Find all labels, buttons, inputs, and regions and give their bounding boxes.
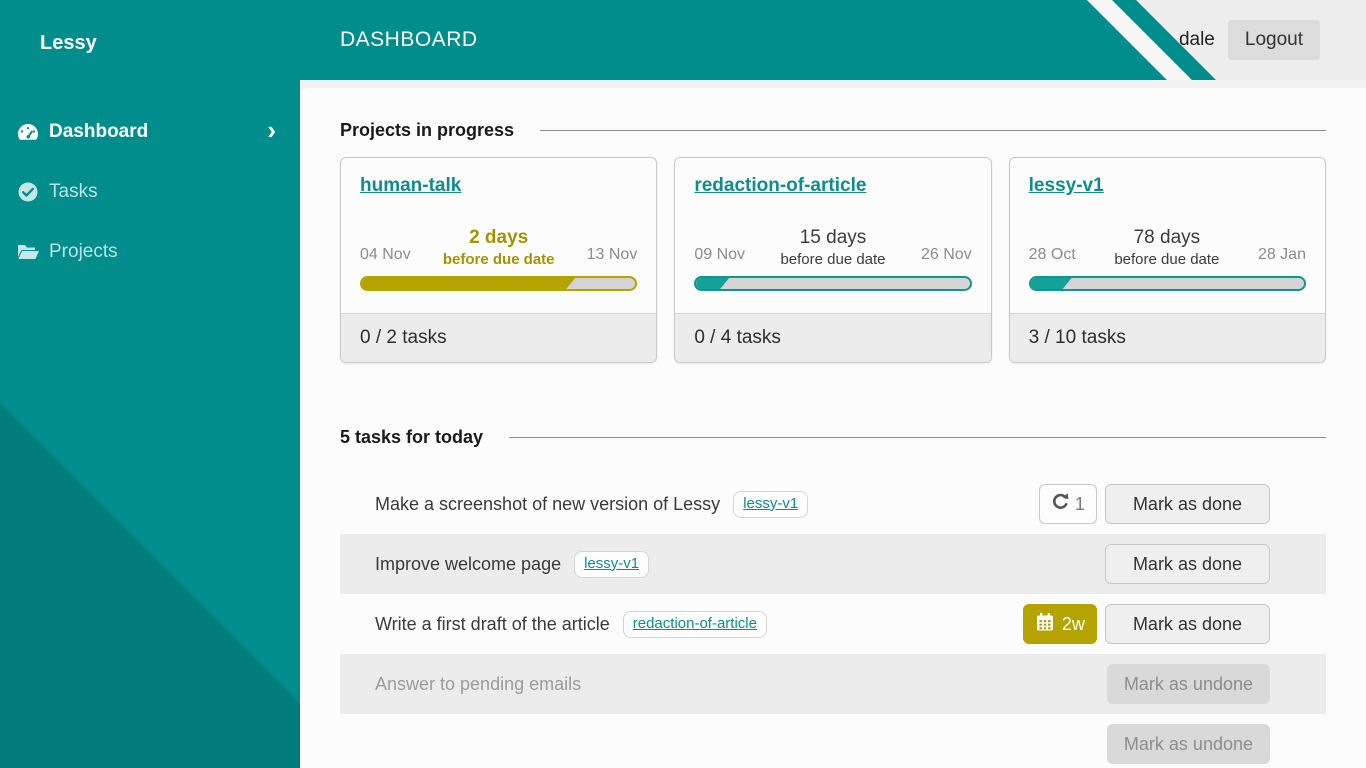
task-label: Make a screenshot of new version of Less… — [375, 493, 721, 514]
logout-button[interactable]: Logout — [1227, 20, 1320, 60]
due-dates: 04 Nov 2 days before due date 13 Nov — [360, 227, 637, 268]
chevron-right-icon: › — [267, 115, 276, 145]
days-remaining-caption: before due date — [442, 251, 555, 268]
projects-section-header: Projects in progress — [340, 88, 1326, 141]
project-link[interactable]: human-talk — [360, 175, 462, 196]
end-date: 26 Nov — [920, 246, 972, 263]
mark-as-done-button[interactable]: Mark as done — [1104, 604, 1270, 644]
project-card: redaction-of-article 09 Nov 15 days before … — [674, 157, 992, 363]
sidebar-item-label: Dashboard — [49, 121, 149, 142]
task-project-badge[interactable]: redaction-of-article — [622, 610, 767, 638]
project-link[interactable]: redaction-of-article — [694, 175, 867, 196]
project-link[interactable]: lessy-v1 — [1028, 175, 1104, 196]
sidebar: Lessy Dashboard › Tasks Projects — [0, 0, 300, 768]
task-project-badge[interactable]: lessy-v1 — [574, 550, 650, 578]
project-card-body: redaction-of-article 09 Nov 15 days before … — [675, 158, 990, 313]
due-progress-fill — [362, 278, 575, 289]
calendar-icon — [1035, 612, 1055, 637]
project-tasks-count: 3 / 10 tasks — [1009, 313, 1325, 362]
current-user: dale — [1178, 29, 1215, 50]
end-date: 13 Nov — [586, 246, 638, 263]
due-dates: 28 Oct 78 days before due date 28 Jan — [1029, 227, 1306, 268]
task-row: Mark as undone — [340, 714, 1326, 768]
sidebar-item-dashboard[interactable]: Dashboard › — [0, 102, 300, 162]
project-tasks-count: 0 / 4 tasks — [675, 313, 991, 362]
due-dates: 09 Nov 15 days before due date 26 Nov — [694, 227, 971, 268]
project-card-body: human-talk 04 Nov 2 days before due date 13 … — [341, 158, 656, 313]
task-project-badge[interactable]: lessy-v1 — [733, 490, 809, 518]
due-progress-fill — [696, 278, 729, 289]
task-list: Make a screenshot of new version of Less… — [340, 474, 1326, 768]
task-due-badge-label: 2w — [1061, 613, 1085, 634]
task-row: Improve welcome page lessy-v1 Mark as done — [340, 534, 1326, 594]
sidebar-item-label: Tasks — [49, 181, 98, 202]
projects-section-title: Projects in progress — [340, 120, 515, 140]
days-remaining: 15 days before due date — [745, 227, 921, 268]
project-cards: human-talk 04 Nov 2 days before due date 13 … — [340, 157, 1326, 363]
project-card: lessy-v1 28 Oct 78 days before due date 28 J… — [1008, 157, 1326, 363]
sidebar-item-projects[interactable]: Projects — [0, 222, 300, 282]
folder-open-icon — [16, 241, 40, 263]
days-remaining-value: 78 days — [1133, 227, 1201, 248]
task-restart-count: 1 — [1074, 493, 1085, 514]
task-restart-badge: 1 — [1038, 484, 1097, 524]
sidebar-nav: Dashboard › Tasks Projects — [0, 102, 300, 282]
days-remaining: 2 days before due date — [411, 227, 587, 268]
days-remaining-value: 2 days — [469, 227, 529, 248]
main-panel: Projects in progress human-talk 04 Nov 2 d… — [300, 88, 1366, 768]
task-row: Answer to pending emails Mark as undone — [340, 654, 1326, 714]
days-remaining-value: 15 days — [799, 227, 867, 248]
days-remaining-caption: before due date — [780, 251, 886, 268]
task-row: Write a first draft of the article redact… — [340, 594, 1326, 654]
start-date: 28 Oct — [1028, 246, 1076, 263]
days-remaining: 78 days before due date — [1076, 227, 1258, 268]
refresh-icon — [1051, 492, 1070, 516]
sidebar-diagonal-decoration — [0, 403, 300, 768]
task-row: Make a screenshot of new version of Less… — [340, 474, 1326, 534]
task-project-badge-label: redaction-of-article — [632, 614, 757, 632]
section-divider — [540, 130, 1326, 131]
page-title: DASHBOARD — [340, 28, 478, 51]
start-date: 04 Nov — [360, 246, 411, 263]
tasks-section-title: 5 tasks for today — [340, 427, 484, 447]
task-label: Write a first draft of the article — [375, 613, 610, 634]
project-tasks-count: 0 / 2 tasks — [341, 313, 657, 362]
due-progress-bar — [360, 276, 638, 291]
section-divider — [509, 437, 1326, 438]
mark-as-undone-button[interactable]: Mark as undone — [1106, 724, 1270, 764]
sidebar-item-label: Projects — [49, 241, 118, 262]
task-due-badge: 2w — [1022, 604, 1097, 644]
header-diagonal-decoration — [300, 0, 1366, 86]
mark-as-undone-button[interactable]: Mark as undone — [1106, 664, 1270, 704]
start-date: 09 Nov — [694, 246, 746, 263]
app-logo: Lessy — [40, 31, 97, 54]
end-date: 28 Jan — [1257, 246, 1306, 263]
tasks-section-header: 5 tasks for today — [340, 363, 1326, 448]
task-label: Answer to pending emails — [375, 673, 582, 694]
task-project-badge-label: lessy-v1 — [743, 494, 799, 512]
days-remaining-caption: before due date — [1114, 251, 1220, 268]
task-project-badge-label: lessy-v1 — [584, 554, 640, 572]
sidebar-item-tasks[interactable]: Tasks — [0, 162, 300, 222]
due-progress-fill — [1031, 278, 1072, 289]
due-progress-bar — [694, 276, 972, 291]
mark-as-done-button[interactable]: Mark as done — [1104, 544, 1270, 584]
task-label: Improve welcome page — [375, 553, 562, 574]
gauge-icon — [16, 121, 40, 143]
due-progress-bar — [1028, 276, 1306, 291]
header: DASHBOARD dale Logout — [300, 0, 1366, 86]
check-circle-icon — [16, 181, 40, 203]
project-card-body: lessy-v1 28 Oct 78 days before due date 28 J… — [1010, 158, 1325, 313]
project-card: human-talk 04 Nov 2 days before due date 13 … — [340, 157, 658, 363]
mark-as-done-button[interactable]: Mark as done — [1104, 484, 1270, 524]
